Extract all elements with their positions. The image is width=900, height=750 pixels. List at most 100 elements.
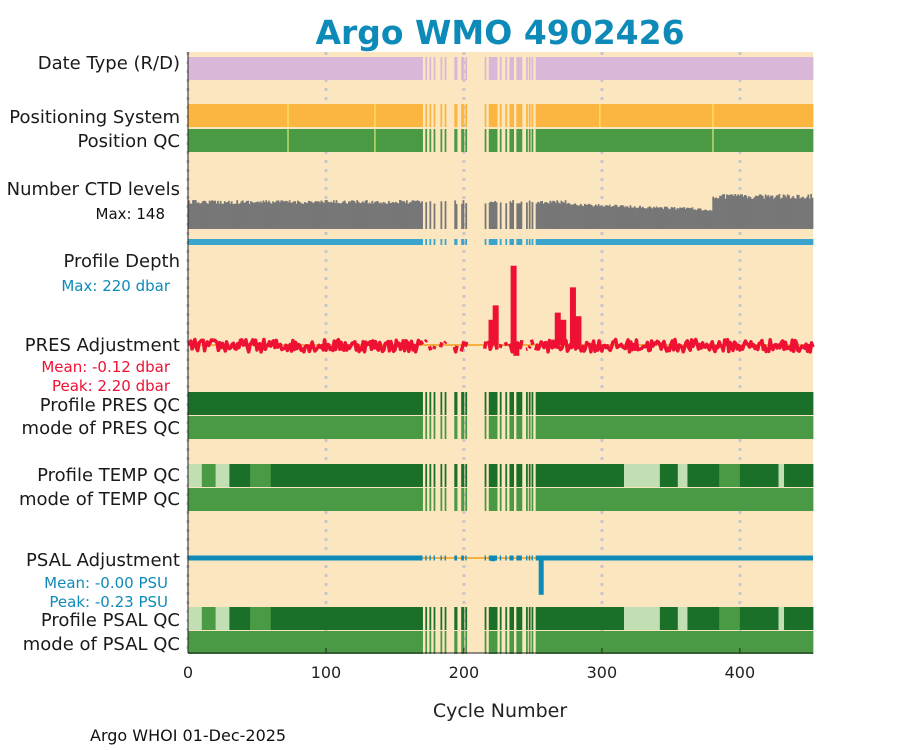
- ctd-levels-bar: [739, 194, 742, 229]
- temp-mode-qc-band: [516, 488, 523, 511]
- position-qc-band: [461, 129, 465, 152]
- ctd-levels-bar: [317, 201, 320, 229]
- ctd-levels-bar: [232, 203, 234, 229]
- temp-mode-qc-band: [440, 488, 443, 511]
- psal-mode-qc-band: [526, 631, 528, 654]
- ctd-levels-bar: [784, 195, 786, 229]
- ctd-levels-bar: [572, 204, 575, 229]
- ctd-levels-bar: [588, 203, 590, 229]
- position-qc-band: [425, 129, 428, 152]
- position-qc-band: [433, 129, 436, 152]
- ctd-levels-bar: [265, 200, 268, 229]
- ctd-levels-bar: [705, 209, 708, 229]
- ctd-levels-bar: [199, 203, 201, 229]
- ctd-levels-bar: [608, 204, 611, 229]
- date-type-band: [461, 57, 465, 80]
- profile-depth-band: [488, 239, 498, 245]
- ctd-levels-bar: [557, 202, 560, 229]
- ctd-levels-bar: [575, 204, 578, 229]
- ctd-levels-bar: [559, 203, 561, 229]
- ctd-levels-bar: [803, 198, 806, 229]
- plot-area: [186, 52, 815, 654]
- psal-qc-band: [444, 607, 447, 630]
- ctd-levels-bar: [808, 198, 811, 229]
- ctd-levels-bar: [768, 197, 771, 229]
- position-qc-band: [287, 129, 290, 152]
- ctd-levels-bar: [595, 204, 597, 229]
- ctd-levels-bar: [200, 203, 203, 229]
- ctd-levels-bar: [792, 196, 795, 229]
- ctd-levels-bar: [255, 201, 258, 229]
- temp-qc-band: [465, 464, 468, 487]
- ctd-levels-bar: [760, 194, 763, 229]
- ctd-levels-bar: [666, 207, 669, 229]
- row-label-temp-mode-qc: mode of TEMP QC: [19, 489, 180, 510]
- position-qc-band: [505, 129, 508, 152]
- ctd-levels-bar: [675, 209, 677, 229]
- ctd-levels-bar: [353, 201, 356, 229]
- row-label-pres-mode-qc: mode of PRES QC: [22, 418, 180, 439]
- temp-qc-band: [425, 464, 428, 487]
- ctd-levels-bar: [205, 203, 208, 229]
- ctd-levels-bar: [742, 196, 745, 229]
- ctd-levels-bar: [429, 201, 432, 229]
- ctd-levels-bar: [704, 209, 706, 229]
- profile-depth-band: [433, 239, 436, 245]
- ctd-levels-bar: [203, 200, 205, 229]
- ctd-levels-bar: [499, 202, 502, 229]
- profile-depth-band: [465, 239, 468, 245]
- ctd-levels-bar: [234, 203, 237, 229]
- ctd-levels-bar: [296, 200, 299, 229]
- ctd-levels-bar: [593, 205, 596, 229]
- psal-mode-qc-band: [429, 631, 432, 654]
- psal-qc-band: [425, 607, 428, 630]
- ctd-levels-bar: [755, 195, 757, 229]
- ctd-levels-bar: [385, 203, 388, 229]
- temp-qc-band: [505, 464, 508, 487]
- ctd-levels-bar: [677, 208, 680, 229]
- ctd-levels-bar: [590, 204, 593, 229]
- psal-qc-band: [250, 607, 272, 630]
- pres-qc-band: [429, 392, 432, 415]
- ctd-levels-bar: [256, 201, 259, 229]
- ctd-levels-bar: [542, 203, 545, 229]
- temp-qc-band: [719, 464, 741, 487]
- position-qc-band: [288, 129, 375, 152]
- position-qc-band: [444, 129, 447, 152]
- pres-qc-band: [516, 392, 523, 415]
- ctd-levels-bar: [368, 202, 371, 229]
- pres-qc-band: [440, 392, 443, 415]
- ctd-levels-bar: [280, 200, 283, 229]
- pres-mode-qc-band: [499, 416, 502, 439]
- ctd-levels-bar: [612, 205, 615, 229]
- ctd-levels-bar: [607, 205, 610, 229]
- ctd-levels-bar: [581, 205, 583, 229]
- ctd-levels-bar: [777, 195, 779, 229]
- ctd-levels-bar: [419, 202, 422, 229]
- pres-mode-qc-band: [526, 416, 528, 439]
- row-label-position-qc: Position QC: [77, 131, 180, 152]
- date-type-band: [505, 57, 508, 80]
- row-label-profile-depth: Profile Depth: [63, 251, 180, 272]
- ctd-levels-bar: [484, 203, 487, 229]
- ctd-levels-bar: [444, 201, 447, 229]
- pres-mode-qc-band: [433, 416, 436, 439]
- ctd-levels-bar: [640, 207, 643, 229]
- ctd-levels-bar: [676, 208, 679, 229]
- ctd-levels-bar: [298, 201, 301, 229]
- ctd-levels-bar: [646, 208, 648, 229]
- ctd-levels-bar: [403, 201, 406, 229]
- ctd-levels-bar: [761, 196, 764, 229]
- ctd-levels-bar: [528, 200, 531, 229]
- ctd-levels-bar: [574, 203, 577, 229]
- positioning-band: [444, 104, 447, 127]
- pres-adjustment-trace: [498, 343, 503, 349]
- ctd-levels-bar: [371, 200, 374, 229]
- pres-mode-qc-band: [425, 416, 428, 439]
- pres-adjustment-trace: [482, 341, 488, 350]
- ctd-levels-bar: [412, 200, 415, 229]
- ctd-levels-bar: [770, 195, 773, 229]
- ctd-levels-bar: [196, 203, 199, 229]
- ctd-levels-bar: [245, 200, 248, 229]
